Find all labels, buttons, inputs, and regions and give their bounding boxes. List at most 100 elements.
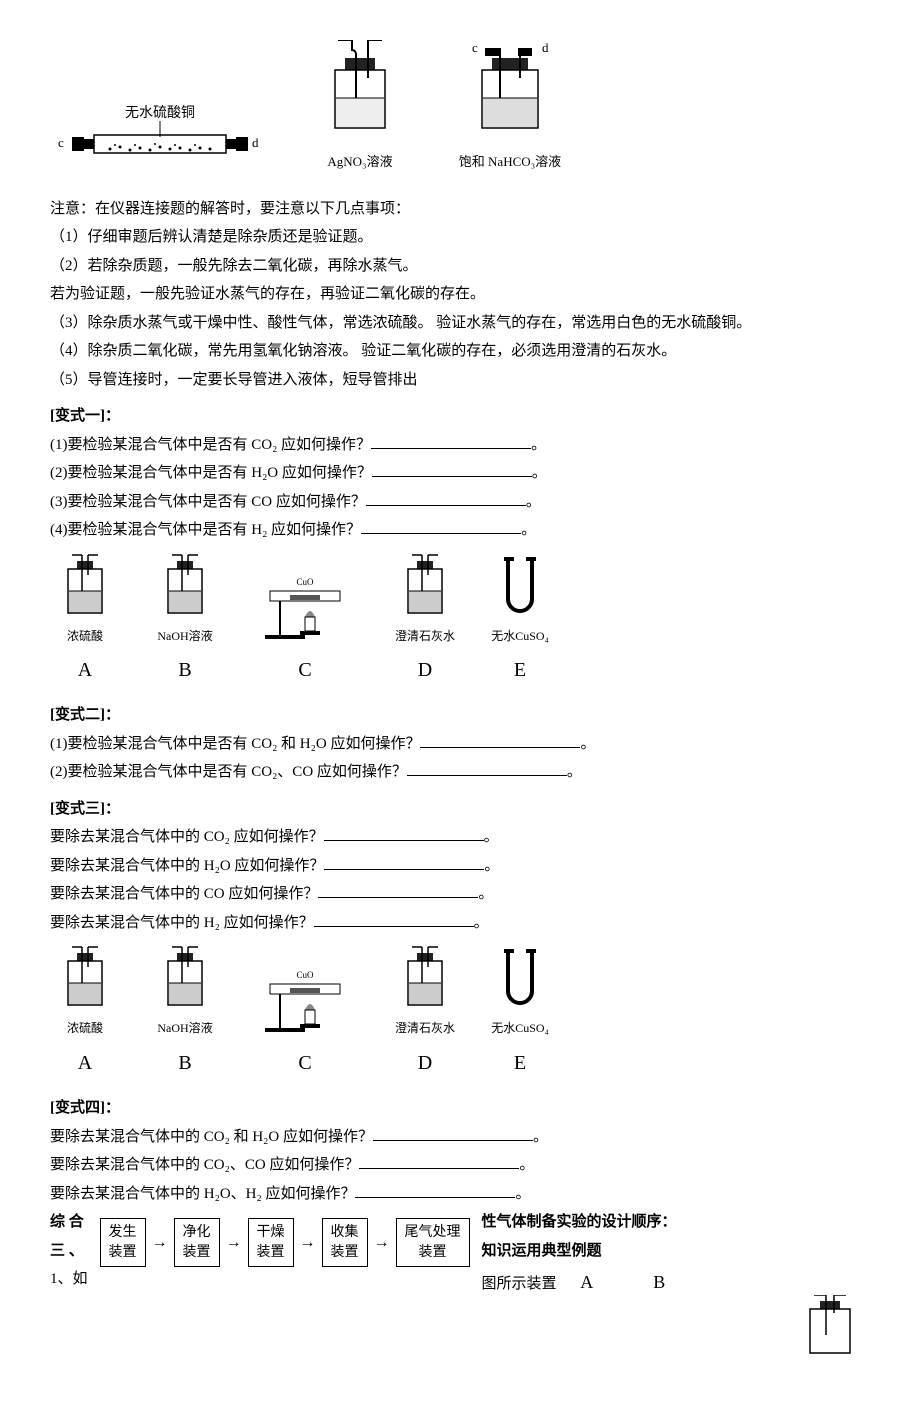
agno3-bottle: AgNO₃溶液 bbox=[310, 40, 410, 175]
period: 。 bbox=[531, 437, 546, 453]
flow-diagram: 发生 装置 → 净化 装置 → 干燥 装置 → 收集 装置 → 尾气处理 装置 bbox=[100, 1218, 470, 1267]
note-2: （2）若除杂质题，一般先除去二氧化碳，再除水蒸气。 bbox=[50, 252, 870, 281]
var3-q4-text: 要除去某混合气体中的 H₂ 应如何操作？ bbox=[50, 915, 314, 931]
device-row-2: 浓硫酸 A NaOH溶液 B CuO C 澄清石灰水 D 无水CuSO₄ E bbox=[50, 945, 870, 1082]
blank bbox=[372, 461, 532, 477]
period: 。 bbox=[484, 858, 499, 874]
agno3-label: AgNO₃溶液 bbox=[327, 150, 392, 175]
var2-q2-text: (2)要检验某混合气体中是否有 CO₂、CO 应如何操作？ bbox=[50, 764, 407, 780]
label-b: B bbox=[653, 1265, 665, 1299]
blank bbox=[373, 1125, 533, 1141]
device-b-label: NaOH溶液 bbox=[157, 625, 212, 648]
blank bbox=[407, 760, 567, 776]
note-3: （3）除杂质水蒸气或干燥中性、酸性气体，常选浓硫酸。 验证水蒸气的存在，常选用白… bbox=[50, 309, 870, 338]
frag-1: 综 合 bbox=[50, 1208, 88, 1237]
label-a: A bbox=[580, 1265, 593, 1299]
nahco3-label: 饱和 NaHCO₃溶液 bbox=[459, 150, 561, 175]
device-d-label: 澄清石灰水 bbox=[395, 625, 455, 648]
var3-q4: 要除去某混合气体中的 H₂ 应如何操作？ 。 bbox=[50, 909, 870, 938]
var2-title: [变式二]： bbox=[50, 701, 870, 730]
arrow-icon: → bbox=[374, 1228, 390, 1258]
var3-title: [变式三]： bbox=[50, 795, 870, 824]
period: 。 bbox=[521, 522, 536, 538]
var3-q3: 要除去某混合气体中的 CO 应如何操作？ 。 bbox=[50, 880, 870, 909]
device-d: 澄清石灰水 D bbox=[390, 553, 460, 690]
note-2b: 若为验证题，一般先验证水蒸气的存在，再验证二氧化碳的存在。 bbox=[50, 280, 870, 309]
period: 。 bbox=[474, 915, 489, 931]
blank bbox=[318, 882, 478, 898]
device-e2-label: 无水CuSO₄ bbox=[491, 1017, 549, 1040]
svg-text:d: d bbox=[252, 135, 259, 150]
device-row-1: 浓硫酸 A NaOH溶液 B CuO C 澄清石灰水 D bbox=[50, 553, 870, 690]
note-4: （4）除杂质二氧化碳，常先用氢氧化钠溶液。 验证二氧化碳的存在，必须选用澄清的石… bbox=[50, 337, 870, 366]
frag-r1: 性气体制备实验的设计顺序： bbox=[482, 1208, 677, 1237]
var1-q3-text: (3)要检验某混合气体中是否有 CO 应如何操作？ bbox=[50, 494, 366, 510]
bottom-section: 综 合 三 、 1、如 发生 装置 → 净化 装置 → 干燥 装置 → 收集 装… bbox=[50, 1208, 870, 1299]
tube-apparatus: 无水硫酸铜 c d bbox=[50, 105, 270, 175]
var1-q1: (1)要检验某混合气体中是否有 CO₂ 应如何操作？。 bbox=[50, 431, 870, 460]
var1-title: [变式一]： bbox=[50, 402, 870, 431]
var4-q3: 要除去某混合气体中的 H₂O、H₂ 应如何操作？。 bbox=[50, 1180, 870, 1209]
var3-q1-text: 要除去某混合气体中的 CO₂ 应如何操作？ bbox=[50, 829, 324, 845]
var1-q2: (2)要检验某混合气体中是否有 H₂O 应如何操作？ 。 bbox=[50, 459, 870, 488]
svg-text:CuO: CuO bbox=[296, 577, 314, 587]
var1-q2-text: (2)要检验某混合气体中是否有 H₂O 应如何操作？ bbox=[50, 465, 372, 481]
device-a-letter: A bbox=[78, 651, 92, 689]
device-c2: CuO C bbox=[250, 970, 360, 1082]
var4-q1-text: 要除去某混合气体中的 CO₂ 和 H₂O 应如何操作？ bbox=[50, 1129, 373, 1145]
device-e2-letter: E bbox=[514, 1044, 526, 1082]
device-b-letter: B bbox=[178, 651, 191, 689]
device-c-letter: C bbox=[298, 651, 311, 689]
var4-q2-text: 要除去某混合气体中的 CO₂、CO 应如何操作？ bbox=[50, 1157, 359, 1173]
period: 。 bbox=[526, 494, 541, 510]
svg-text:c: c bbox=[58, 135, 64, 150]
svg-text:无水硫酸铜: 无水硫酸铜 bbox=[125, 105, 195, 121]
period: 。 bbox=[532, 465, 547, 481]
blank bbox=[324, 854, 484, 870]
blank bbox=[371, 433, 531, 449]
var1-q4: (4)要检验某混合气体中是否有 H₂ 应如何操作？。 bbox=[50, 516, 870, 545]
var3-q3-text: 要除去某混合气体中的 CO 应如何操作？ bbox=[50, 886, 318, 902]
device-a2: 浓硫酸 A bbox=[50, 945, 120, 1082]
frag-2: 三 、 bbox=[50, 1237, 88, 1266]
flow-box-3: 干燥 装置 bbox=[248, 1218, 294, 1267]
svg-text:c: c bbox=[472, 40, 478, 55]
arrow-icon: → bbox=[226, 1228, 242, 1258]
blank bbox=[359, 1153, 519, 1169]
period: 。 bbox=[580, 736, 595, 752]
var2-q1: (1)要检验某混合气体中是否有 CO₂ 和 H₂O 应如何操作？。 bbox=[50, 730, 870, 759]
device-b: NaOH溶液 B bbox=[150, 553, 220, 690]
frag-r3: 图所示装置 bbox=[482, 1276, 557, 1292]
flow-box-5: 尾气处理 装置 bbox=[396, 1218, 470, 1267]
period: 。 bbox=[478, 886, 493, 902]
blank bbox=[314, 911, 474, 927]
period: 。 bbox=[515, 1186, 530, 1202]
device-c: CuO C bbox=[250, 577, 360, 689]
flow-box-1: 发生 装置 bbox=[100, 1218, 146, 1267]
device-e-letter: E bbox=[514, 651, 526, 689]
frag-r3-row: 图所示装置 A B bbox=[482, 1265, 677, 1299]
var3-q2: 要除去某混合气体中的 H₂O 应如何操作？。 bbox=[50, 852, 870, 881]
bottom-bottle bbox=[50, 1295, 870, 1366]
top-apparatus-row: 无水硫酸铜 c d bbox=[50, 40, 870, 175]
intro-text: 注意：在仪器连接题的解答时，要注意以下几点事项： bbox=[50, 195, 870, 224]
device-b2: NaOH溶液 B bbox=[150, 945, 220, 1082]
var1-q3: (3)要检验某混合气体中是否有 CO 应如何操作？ 。 bbox=[50, 488, 870, 517]
var2-q2: (2)要检验某混合气体中是否有 CO₂、CO 应如何操作？ 。 bbox=[50, 758, 870, 787]
device-a2-letter: A bbox=[78, 1044, 92, 1082]
blank bbox=[324, 825, 484, 841]
period: 。 bbox=[567, 764, 582, 780]
device-d2-label: 澄清石灰水 bbox=[395, 1017, 455, 1040]
device-d-letter: D bbox=[418, 651, 432, 689]
device-b2-letter: B bbox=[178, 1044, 191, 1082]
device-a2-label: 浓硫酸 bbox=[67, 1017, 103, 1040]
svg-text:CuO: CuO bbox=[296, 970, 314, 980]
frag-3: 1、如 bbox=[50, 1265, 88, 1294]
nahco3-bottle: c d 饱和 NaHCO₃溶液 bbox=[450, 40, 570, 175]
device-e: 无水CuSO₄ E bbox=[490, 553, 550, 690]
blank bbox=[366, 490, 526, 506]
period: 。 bbox=[484, 829, 499, 845]
note-5: （5）导管连接时，一定要长导管进入液体，短导管排出 bbox=[50, 366, 870, 395]
left-fragments: 综 合 三 、 1、如 bbox=[50, 1208, 88, 1294]
flow-box-2: 净化 装置 bbox=[174, 1218, 220, 1267]
